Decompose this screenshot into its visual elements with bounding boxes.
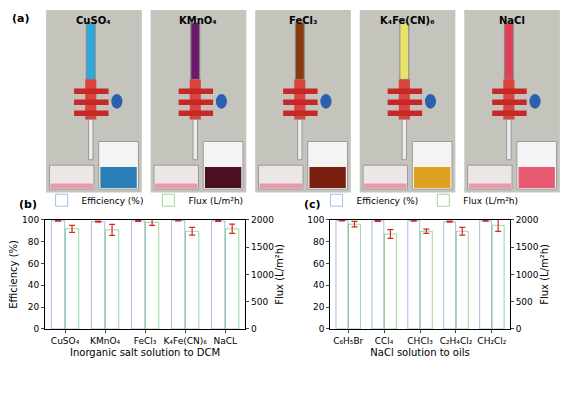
svg-text:Flux (L/m²h): Flux (L/m²h) [463, 196, 518, 206]
svg-text:NaCl: NaCl [499, 15, 525, 26]
svg-text:0: 0 [516, 324, 522, 334]
svg-text:(b): (b) [19, 198, 37, 211]
svg-text:20: 20 [28, 302, 40, 312]
svg-text:Efficiency (%): Efficiency (%) [82, 196, 144, 206]
svg-text:CHCl₃: CHCl₃ [407, 336, 433, 346]
svg-text:Flux (L/m²h): Flux (L/m²h) [188, 196, 243, 206]
svg-text:40: 40 [313, 280, 325, 290]
svg-text:FeCl₃: FeCl₃ [289, 15, 317, 26]
svg-text:C₆H₅Br: C₆H₅Br [333, 336, 363, 346]
svg-text:CuSO₄: CuSO₄ [51, 336, 80, 346]
svg-text:60: 60 [313, 259, 325, 269]
svg-text:CCl₄: CCl₄ [375, 336, 394, 346]
svg-text:NaCl solution to oils: NaCl solution to oils [370, 347, 469, 358]
svg-text:Flux (L/m²h): Flux (L/m²h) [274, 244, 285, 305]
svg-text:FeCl₃: FeCl₃ [134, 336, 157, 346]
svg-text:(c): (c) [304, 198, 321, 211]
svg-text:Inorganic salt solution to DCM: Inorganic salt solution to DCM [70, 347, 220, 358]
svg-text:60: 60 [28, 259, 40, 269]
svg-text:K₄Fe(CN)₆: K₄Fe(CN)₆ [163, 336, 207, 346]
svg-text:1500: 1500 [251, 242, 274, 252]
svg-text:40: 40 [28, 280, 40, 290]
svg-text:100: 100 [307, 215, 324, 225]
svg-text:1000: 1000 [516, 270, 539, 280]
svg-text:(a): (a) [12, 12, 29, 25]
svg-text:80: 80 [313, 237, 325, 247]
svg-text:Flux (L/m²h): Flux (L/m²h) [539, 244, 550, 305]
svg-text:C₂H₄Cl₂: C₂H₄Cl₂ [440, 336, 473, 346]
svg-text:2000: 2000 [251, 215, 274, 225]
svg-text:Efficiency (%): Efficiency (%) [8, 240, 19, 309]
svg-text:20: 20 [313, 302, 325, 312]
svg-text:80: 80 [28, 237, 40, 247]
svg-text:CH₂Cl₂: CH₂Cl₂ [477, 336, 506, 346]
svg-text:CuSO₄: CuSO₄ [76, 15, 111, 26]
svg-text:KMnO₄: KMnO₄ [90, 336, 120, 346]
svg-text:1500: 1500 [516, 242, 539, 252]
svg-text:0: 0 [251, 324, 257, 334]
svg-text:KMnO₄: KMnO₄ [179, 15, 217, 26]
svg-text:K₄Fe(CN)₆: K₄Fe(CN)₆ [380, 15, 435, 26]
svg-text:Efficiency (%): Efficiency (%) [357, 196, 419, 206]
svg-text:0: 0 [319, 324, 325, 334]
svg-text:100: 100 [22, 215, 39, 225]
svg-text:0: 0 [33, 324, 39, 334]
svg-text:500: 500 [516, 297, 533, 307]
svg-text:500: 500 [251, 297, 268, 307]
svg-text:NaCL: NaCL [213, 336, 237, 346]
svg-text:1000: 1000 [251, 270, 274, 280]
svg-text:2000: 2000 [516, 215, 539, 225]
